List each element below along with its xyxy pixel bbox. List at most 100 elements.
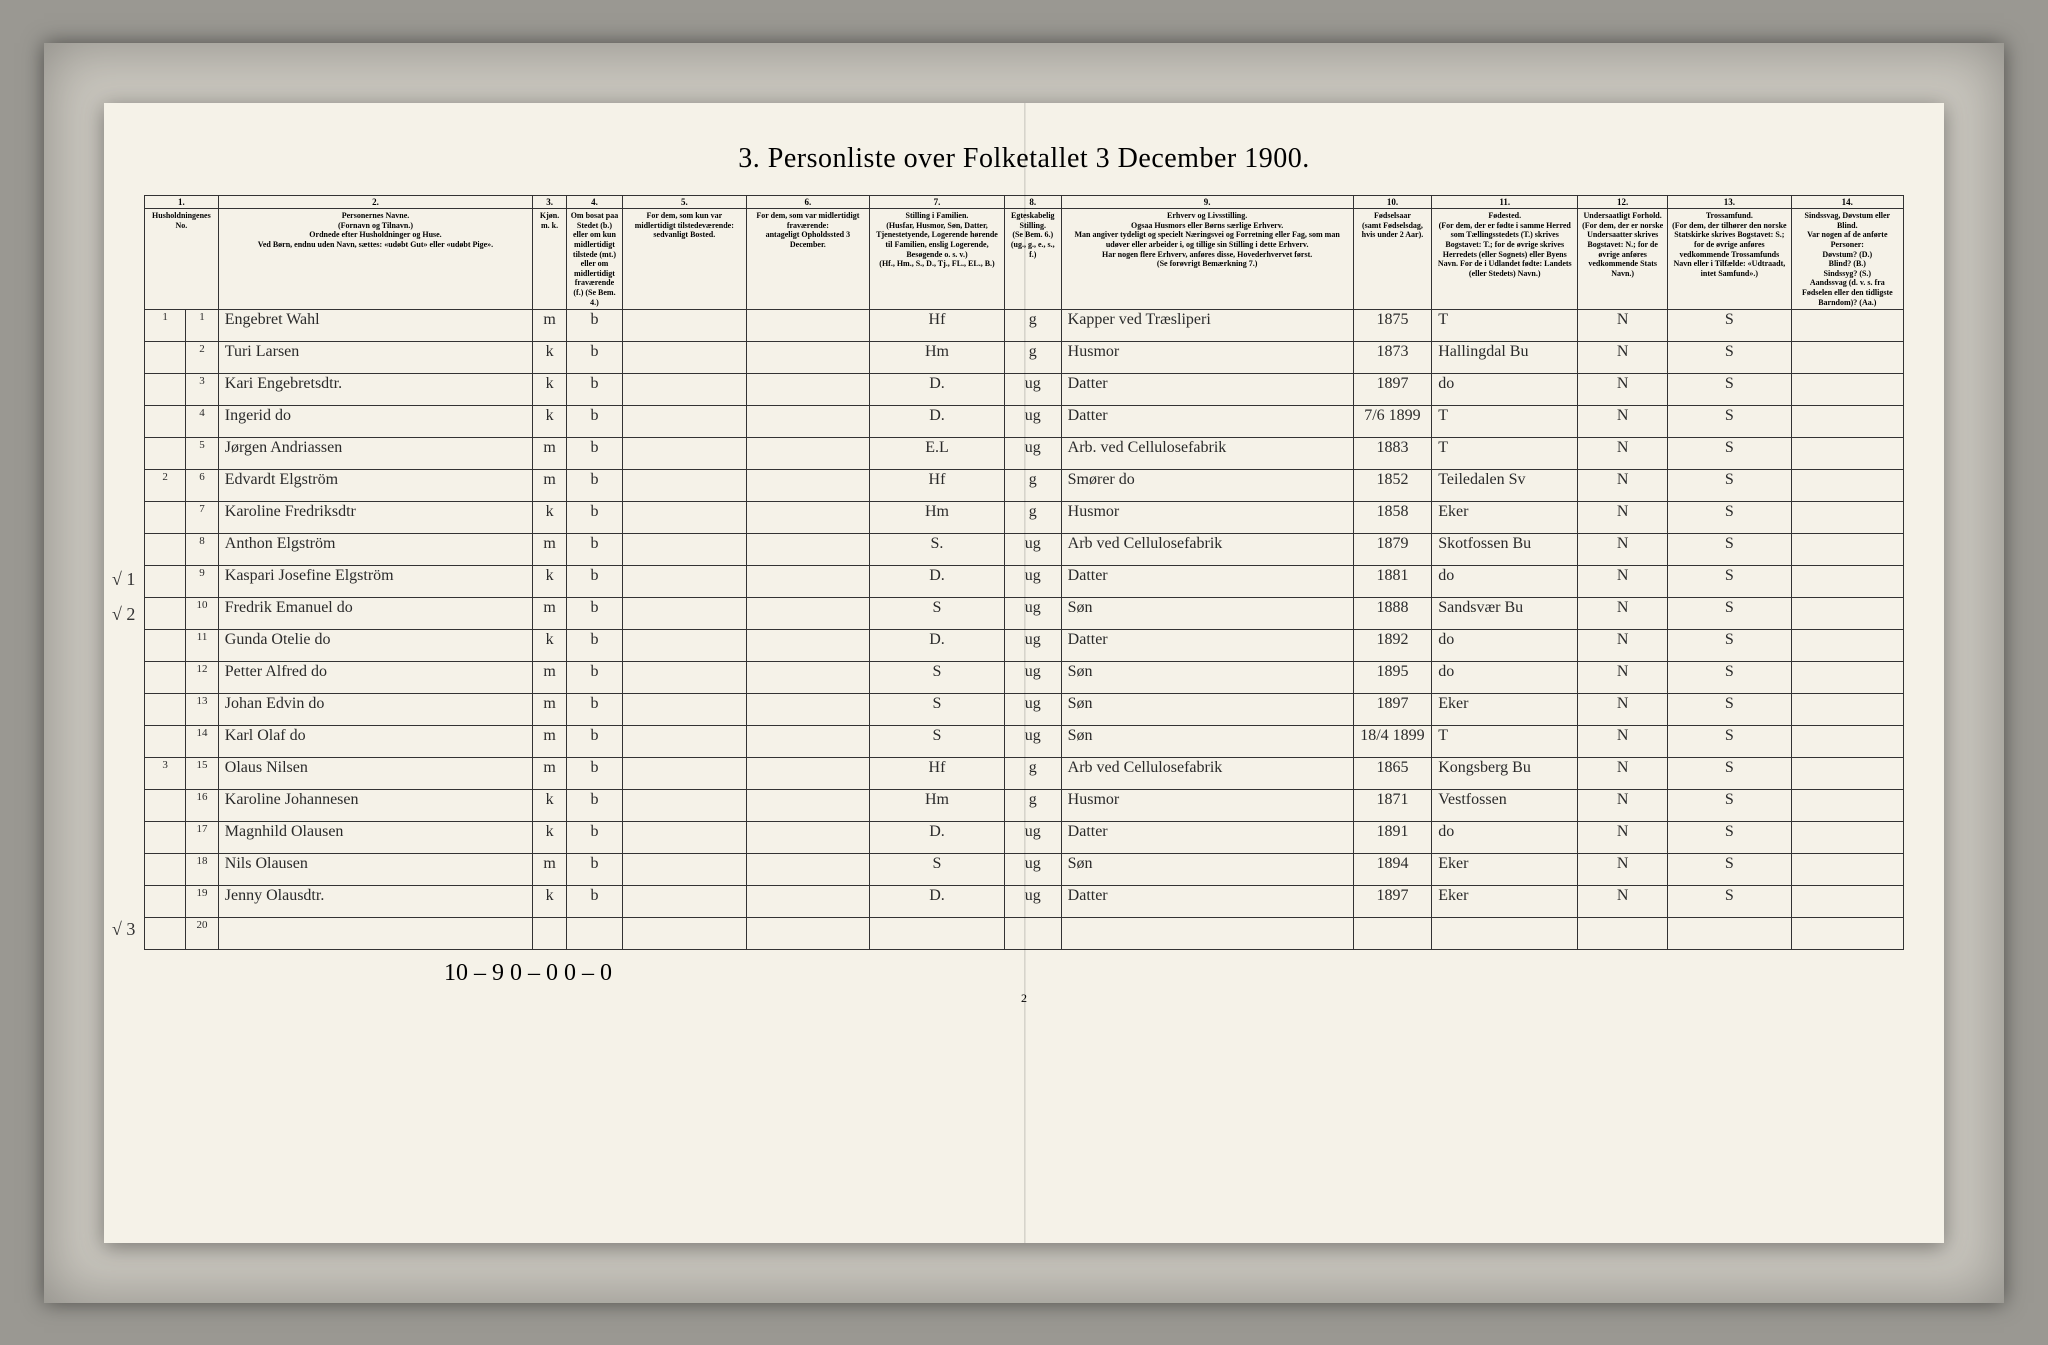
cell-dis [1791,470,1903,502]
cell-nat: N [1578,598,1668,630]
cell-occ: Datter [1061,566,1353,598]
cell-mar: ug [1004,374,1061,406]
cell-nat: N [1578,790,1668,822]
cell-p: 2 [186,342,218,374]
cell-fam [870,918,1005,950]
scan-mat: 3. Personliste over Folketallet 3 Decemb… [44,43,2004,1303]
cell-res: b [566,886,622,918]
cell-name: Turi Larsen [218,342,532,374]
cell-rel: S [1668,342,1792,374]
cell-mar: ug [1004,822,1061,854]
cell-dis [1791,758,1903,790]
cell-name: Karoline Johannesen [218,790,532,822]
cell-nat: N [1578,438,1668,470]
cell-mar: ug [1004,630,1061,662]
cell-hh [145,822,186,854]
cell-dis [1791,598,1903,630]
cell-name: Ingerid do [218,406,532,438]
col-num: 7. [870,195,1005,209]
col-num: 13. [1668,195,1792,209]
cell-col6 [746,374,870,406]
cell-hh [145,566,186,598]
cell-year: 1875 [1353,310,1432,342]
cell-hh [145,438,186,470]
cell-year: 1865 [1353,758,1432,790]
cell-name: Edvardt Elgström [218,470,532,502]
cell-mar: ug [1004,854,1061,886]
cell-year: 1879 [1353,534,1432,566]
cell-col5 [623,310,747,342]
cell-place: Eker [1432,886,1578,918]
cell-col6 [746,598,870,630]
cell-p: 9 [186,566,218,598]
cell-dis [1791,342,1903,374]
cell-p: 15 [186,758,218,790]
cell-p: 7 [186,502,218,534]
cell-mar: ug [1004,534,1061,566]
cell-nat: N [1578,726,1668,758]
col-header: Trossamfund. (For dem, der tilhører den … [1668,209,1792,310]
cell-name: Nils Olausen [218,854,532,886]
cell-dis [1791,438,1903,470]
cell-place: do [1432,374,1578,406]
cell-res: b [566,758,622,790]
cell-mar: g [1004,790,1061,822]
cell-name: Karoline Fredriksdtr [218,502,532,534]
cell-col5 [623,854,747,886]
cell-occ: Husmor [1061,342,1353,374]
cell-name: Gunda Otelie do [218,630,532,662]
col-header: Personernes Navne. (Fornavn og Tilnavn.)… [218,209,532,310]
cell-occ: Søn [1061,694,1353,726]
cell-mar [1004,918,1061,950]
cell-sex: m [533,310,567,342]
cell-year: 1852 [1353,470,1432,502]
cell-hh [145,854,186,886]
cell-dis [1791,822,1903,854]
cell-nat [1578,918,1668,950]
cell-name: Johan Edvin do [218,694,532,726]
col-header: Fødested. (For dem, der er fødte i samme… [1432,209,1578,310]
cell-col6 [746,342,870,374]
cell-rel: S [1668,694,1792,726]
cell-sex [533,918,567,950]
cell-fam: S [870,726,1005,758]
cell-res: b [566,790,622,822]
cell-res: b [566,470,622,502]
cell-occ: Datter [1061,886,1353,918]
cell-p: 8 [186,534,218,566]
col-header: Egteskabelig Stilling. (Se Bem. 6.) (ug.… [1004,209,1061,310]
cell-col6 [746,822,870,854]
cell-mar: g [1004,502,1061,534]
col-num: 4. [566,195,622,209]
col-num: 6. [746,195,870,209]
cell-name: Karl Olaf do [218,726,532,758]
cell-nat: N [1578,886,1668,918]
cell-occ: Søn [1061,662,1353,694]
cell-place: T [1432,726,1578,758]
cell-rel: S [1668,854,1792,886]
cell-name: Kari Engebretsdtr. [218,374,532,406]
cell-col6 [746,694,870,726]
cell-dis [1791,918,1903,950]
cell-col5 [623,374,747,406]
cell-year: 1888 [1353,598,1432,630]
cell-rel [1668,918,1792,950]
cell-rel: S [1668,886,1792,918]
cell-hh: 3 [145,758,186,790]
col-num: 10. [1353,195,1432,209]
col-num: 3. [533,195,567,209]
margin-check: √ 3 [112,919,135,940]
cell-res: b [566,630,622,662]
cell-occ: Søn [1061,854,1353,886]
cell-res: b [566,310,622,342]
cell-hh [145,630,186,662]
cell-fam: D. [870,822,1005,854]
cell-name: Olaus Nilsen [218,758,532,790]
cell-occ: Datter [1061,374,1353,406]
cell-nat: N [1578,502,1668,534]
cell-hh: 2 [145,470,186,502]
cell-sex: m [533,854,567,886]
cell-res: b [566,854,622,886]
cell-col5 [623,662,747,694]
cell-col5 [623,822,747,854]
